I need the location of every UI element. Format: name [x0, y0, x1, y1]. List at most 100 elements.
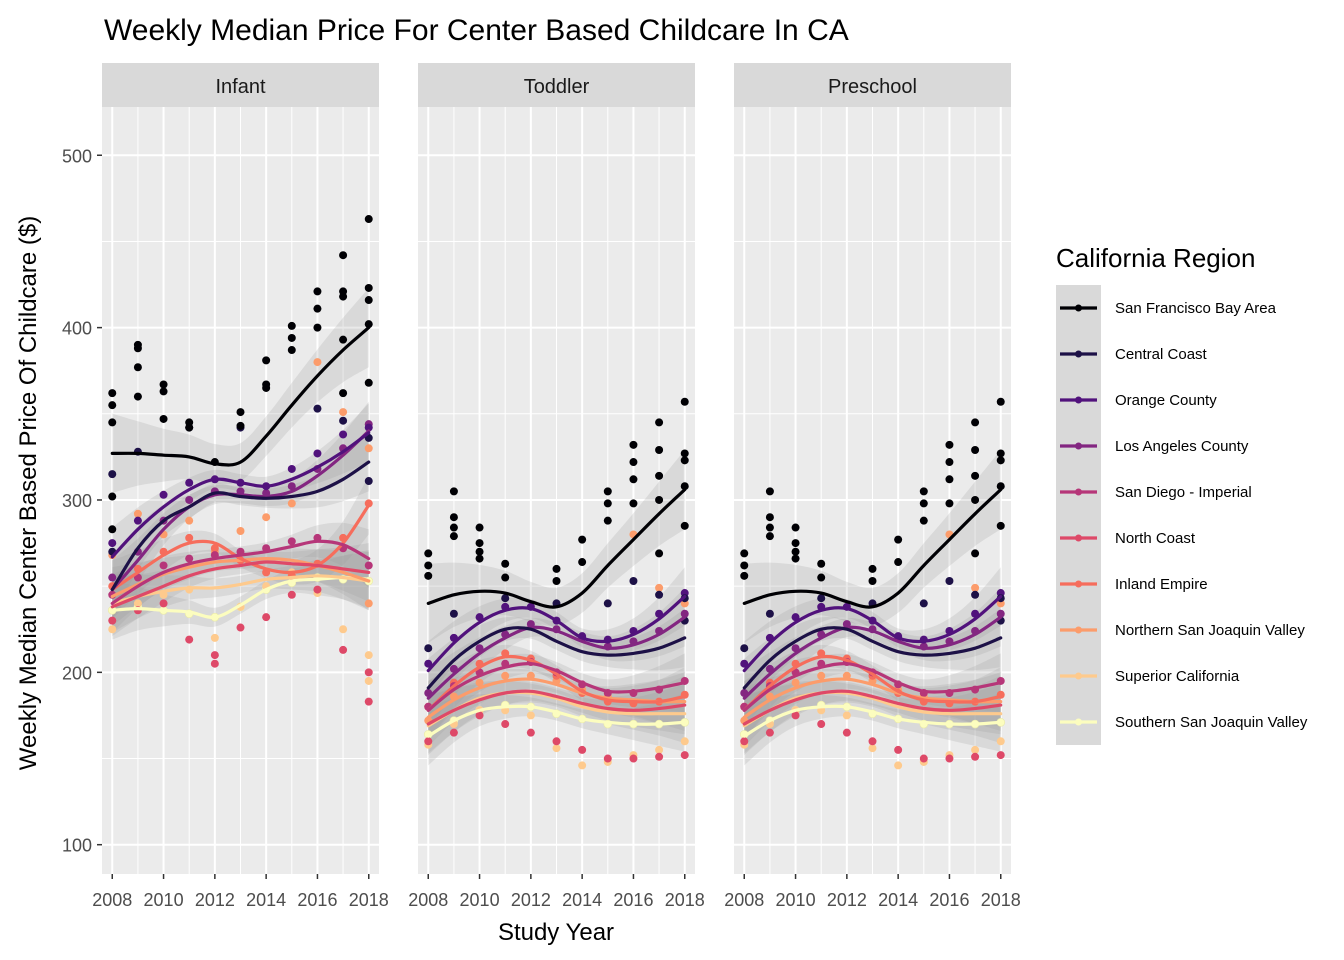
- data-point: [287, 537, 296, 546]
- data-point: [971, 495, 980, 504]
- data-point: [339, 389, 348, 398]
- confidence-band: [428, 653, 685, 740]
- x-axis-title: Study Year: [498, 919, 614, 946]
- legend-item: San Francisco Bay Area: [1060, 300, 1277, 317]
- x-tick-label: 2018: [349, 890, 389, 910]
- legend-key-point: [1075, 580, 1082, 588]
- legend-label: North Coast: [1115, 530, 1196, 547]
- data-point: [108, 539, 117, 548]
- data-point: [287, 333, 296, 342]
- data-point: [629, 440, 638, 449]
- data-point: [552, 576, 561, 585]
- data-point: [680, 482, 689, 491]
- data-point: [108, 525, 117, 534]
- data-point: [868, 564, 877, 573]
- data-point: [971, 590, 980, 599]
- trend-lines: [110, 326, 371, 619]
- y-axis: 100 200 300 400 500: [62, 146, 102, 856]
- data-point: [578, 745, 587, 754]
- data-point: [655, 495, 664, 504]
- trend-line: [742, 488, 1003, 609]
- data-point: [185, 554, 194, 563]
- data-point: [313, 304, 322, 313]
- data-point: [210, 651, 219, 660]
- data-point: [424, 659, 433, 668]
- data-point: [159, 490, 168, 499]
- data-point: [133, 516, 142, 525]
- data-point: [339, 251, 348, 260]
- data-point: [765, 609, 774, 618]
- data-point: [475, 613, 484, 622]
- data-point: [655, 590, 664, 599]
- data-point: [817, 671, 826, 680]
- data-point: [108, 401, 117, 410]
- trend-line: [110, 574, 371, 605]
- legend-item: North Coast: [1060, 530, 1196, 547]
- data-point: [475, 678, 484, 687]
- data-point: [364, 651, 373, 660]
- confidence-band: [112, 543, 369, 637]
- data-point: [424, 549, 433, 558]
- y-tick-label: 200: [62, 663, 92, 683]
- trend-line: [426, 704, 687, 738]
- data-point: [133, 363, 142, 372]
- legend-key-point: [1075, 488, 1082, 496]
- data-point: [236, 421, 245, 430]
- data-point: [424, 571, 433, 580]
- data-point: [552, 564, 561, 573]
- data-point: [364, 668, 373, 677]
- data-point: [236, 408, 245, 417]
- x-tick-label: 2016: [929, 890, 969, 910]
- data-point: [680, 449, 689, 458]
- confidence-band: [744, 587, 1001, 728]
- data-point: [629, 754, 638, 763]
- facet-panel-infant: Infant 2008 2010 2012 2014 2016 2018: [92, 63, 389, 910]
- x-tick-label: 2018: [981, 890, 1021, 910]
- data-point: [996, 456, 1005, 465]
- facet-panels: Infant 2008 2010 2012 2014 2016 2018 Toddler 200…: [92, 63, 1021, 910]
- data-point: [552, 737, 561, 746]
- data-point: [945, 499, 954, 508]
- data-point: [791, 711, 800, 720]
- legend: California Region San Francisco Bay Area…: [1056, 243, 1308, 745]
- data-point: [996, 397, 1005, 406]
- data-point: [919, 599, 928, 608]
- data-point: [262, 356, 271, 365]
- data-point: [210, 633, 219, 642]
- trend-line: [742, 626, 1003, 690]
- confidence-band: [428, 644, 685, 740]
- data-point: [313, 358, 322, 367]
- legend-label: San Diego - Imperial: [1115, 484, 1252, 501]
- data-point: [501, 594, 510, 603]
- data-point: [603, 499, 612, 508]
- data-point: [236, 623, 245, 632]
- data-point: [526, 728, 535, 737]
- data-point: [108, 418, 117, 427]
- data-point: [996, 609, 1005, 618]
- data-point: [287, 346, 296, 355]
- data-point: [603, 487, 612, 496]
- x-tick-label: 2012: [511, 890, 551, 910]
- data-point: [765, 728, 774, 737]
- data-point: [185, 635, 194, 644]
- data-point: [791, 678, 800, 687]
- legend-item: Superior California: [1060, 668, 1240, 685]
- data-point: [680, 397, 689, 406]
- trend-line: [110, 539, 371, 605]
- data-point: [287, 482, 296, 491]
- data-point: [919, 516, 928, 525]
- data-point: [655, 418, 664, 427]
- x-tick-label: 2014: [562, 890, 602, 910]
- data-point: [996, 482, 1005, 491]
- legend-item: Inland Empire: [1060, 576, 1208, 593]
- y-tick-label: 100: [62, 836, 92, 856]
- data-point: [680, 751, 689, 760]
- legend-item: Orange County: [1060, 392, 1217, 409]
- data-point: [339, 416, 348, 425]
- data-point: [817, 559, 826, 568]
- legend-label: Orange County: [1115, 392, 1217, 409]
- data-point: [313, 404, 322, 413]
- data-point: [971, 745, 980, 754]
- data-point: [578, 761, 587, 770]
